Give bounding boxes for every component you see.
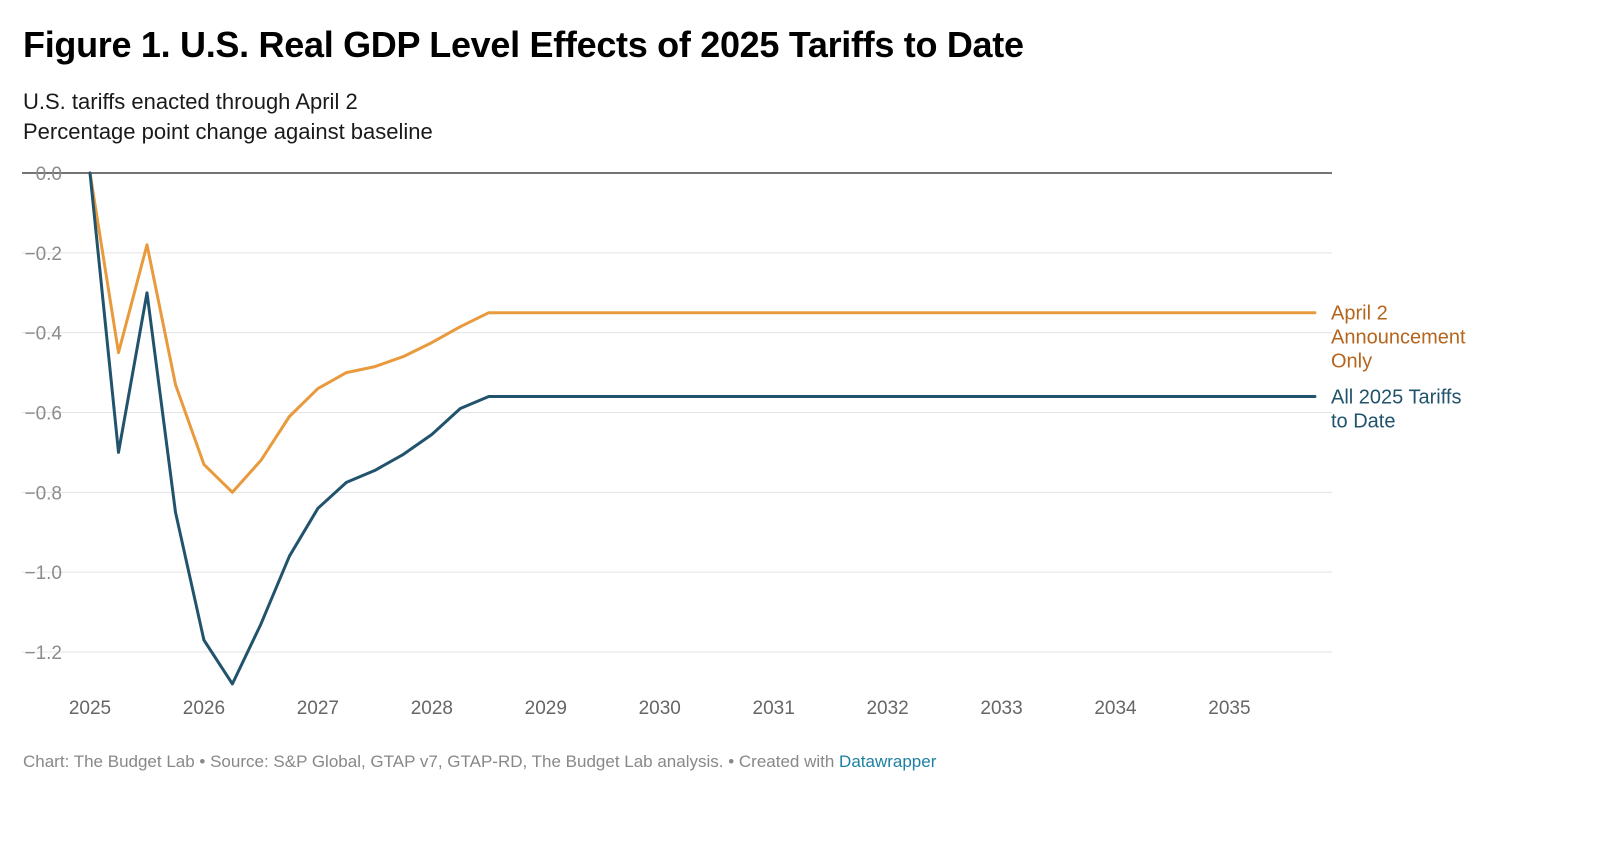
x-tick-label: 2033 (980, 698, 1022, 719)
x-tick-label: 2031 (753, 698, 795, 719)
chart-title: Figure 1. U.S. Real GDP Level Effects of… (23, 24, 1024, 65)
datawrapper-link[interactable]: Datawrapper (839, 752, 937, 771)
chart-subtitle-line1: U.S. tariffs enacted through April 2 (23, 89, 358, 114)
y-tick-label: −0.6 (24, 404, 62, 425)
source-note: Chart: The Budget Lab • Source: S&P Glob… (23, 752, 840, 771)
y-tick-label: −0.8 (24, 483, 62, 504)
x-tick-label: 2025 (69, 698, 111, 719)
series-label-april-2-announcement: Announcement (1331, 327, 1466, 349)
x-tick-label: 2027 (297, 698, 339, 719)
series-line-april-2-announcement (88, 171, 1317, 494)
line-chart: 0.0 −0.2 −0.4 −0.6 −0.8 −1.0 −1.2 2025 2026 2027… (22, 164, 1466, 719)
x-axis: 2025 2026 2027 2028 2029 2030 2031 2032 2033 2034… (69, 698, 1251, 719)
y-tick-label: −0.4 (24, 324, 62, 345)
series-label-all-2025-tariffs: to Date (1331, 411, 1395, 433)
y-tick-label: −1.2 (24, 643, 62, 664)
y-tick-label: 0.0 (36, 164, 62, 185)
series-label-april-2-announcement: Only (1331, 351, 1372, 373)
series-label-all-2025-tariffs: All 2025 Tariffs (1331, 387, 1461, 409)
series-label-april-2-announcement: April 2 (1331, 303, 1388, 325)
y-tick-label: −1.0 (24, 563, 62, 584)
y-tick-label: −0.2 (24, 244, 62, 265)
y-axis: 0.0 −0.2 −0.4 −0.6 −0.8 −1.0 −1.2 (24, 164, 62, 664)
gridlines (22, 172, 1332, 653)
x-tick-label: 2030 (639, 698, 681, 719)
x-tick-label: 2026 (183, 698, 225, 719)
series-line-all-2025-tariffs (88, 171, 1317, 686)
chart-footer: Chart: The Budget Lab • Source: S&P Glob… (23, 752, 936, 772)
x-tick-label: 2029 (525, 698, 567, 719)
series-lines (88, 171, 1317, 686)
chart-subtitle-line2: Percentage point change against baseline (23, 119, 433, 144)
x-tick-label: 2035 (1208, 698, 1250, 719)
x-tick-label: 2034 (1094, 698, 1137, 719)
x-tick-label: 2032 (866, 698, 908, 719)
x-tick-label: 2028 (411, 698, 453, 719)
